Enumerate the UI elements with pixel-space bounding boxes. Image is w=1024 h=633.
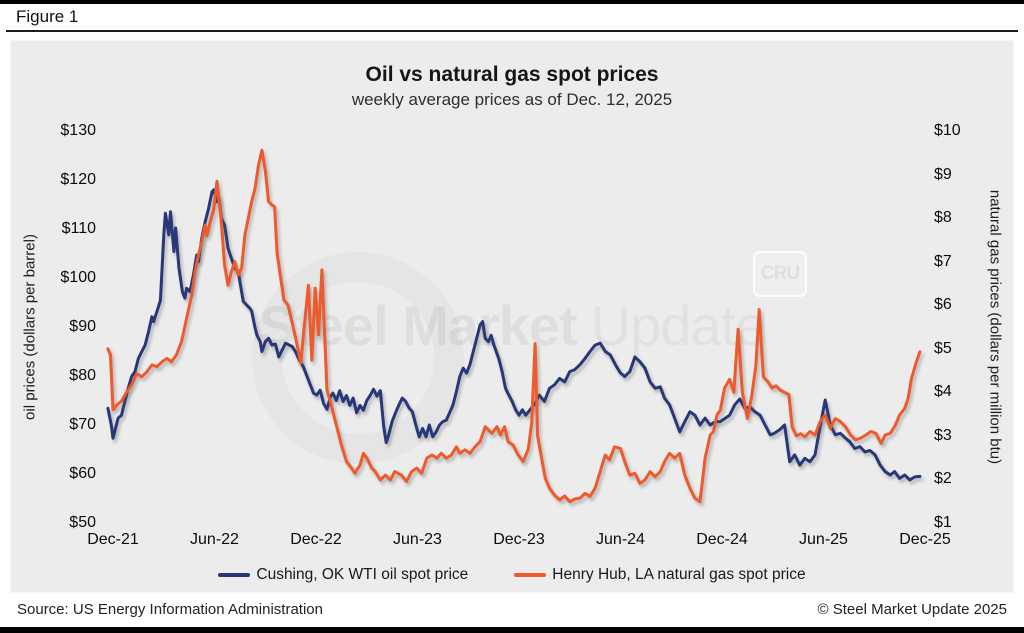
right-axis-tick-label-9: $1 xyxy=(934,514,952,531)
gas-price-line xyxy=(106,148,922,504)
x-axis-tick-label-5: Jun-24 xyxy=(596,531,645,548)
x-axis-tick-label-0: Dec-21 xyxy=(87,531,139,548)
left-axis-tick-label-6: $70 xyxy=(69,416,96,433)
chart-title: Oil vs natural gas spot prices xyxy=(365,63,659,86)
left-axis-tick-label-5: $80 xyxy=(69,367,96,384)
left-axis-tick-label-0: $130 xyxy=(60,122,96,139)
bottom-border-bar xyxy=(0,627,1024,633)
right-axis-tick-label-7: $3 xyxy=(934,426,952,444)
chart-panel xyxy=(10,40,1014,593)
legend-item-oil: Cushing, OK WTI oil spot price xyxy=(218,566,468,584)
right-axis-tick-label-2: $8 xyxy=(934,209,952,227)
top-border-bar xyxy=(0,0,1024,4)
right-axis-tick-label-6: $4 xyxy=(934,383,952,401)
legend-label-oil: Cushing, OK WTI oil spot price xyxy=(256,566,469,583)
right-axis-tick-label-4: $6 xyxy=(934,296,952,314)
left-axis-tick-label-7: $60 xyxy=(69,465,96,482)
right-axis-tick-label-0: $10 xyxy=(934,122,961,139)
left-axis-tick-label-1: $120 xyxy=(60,171,96,188)
right-axis-tick-label-5: $5 xyxy=(934,339,952,357)
legend-item-gas: Henry Hub, LA natural gas spot price xyxy=(514,566,806,584)
left-axis-tick-label-3: $100 xyxy=(60,269,96,286)
legend-swatch-oil xyxy=(218,573,251,577)
x-axis-tick-label-6: Dec-24 xyxy=(696,531,748,548)
x-axis-tick-label-1: Jun-22 xyxy=(190,531,239,548)
right-axis-tick-label-1: $9 xyxy=(934,165,952,183)
left-axis-tick-label-2: $110 xyxy=(61,220,96,237)
x-axis-tick-label-3: Jun-23 xyxy=(393,531,442,548)
source-attribution: Source: US Energy Information Administra… xyxy=(17,601,323,618)
left-axis-tick-label-8: $50 xyxy=(69,514,96,531)
copyright-notice: © Steel Market Update 2025 xyxy=(817,601,1008,618)
x-axis-tick-label-8: Dec-25 xyxy=(899,531,951,548)
left-axis-tick-label-4: $90 xyxy=(69,318,96,335)
figure-label: Figure 1 xyxy=(16,7,79,26)
legend-label-gas: Henry Hub, LA natural gas spot price xyxy=(552,566,806,583)
cru-logo-badge: CRU xyxy=(753,251,807,297)
x-axis-tick-label-4: Dec-23 xyxy=(493,531,545,548)
chart-legend: Cushing, OK WTI oil spot price Henry Hub… xyxy=(0,566,1024,584)
x-axis-tick-label-7: Jun-25 xyxy=(799,531,848,548)
x-axis-tick-label-2: Dec-22 xyxy=(290,531,342,548)
right-axis-tick-label-8: $2 xyxy=(934,470,952,488)
figure-rule xyxy=(6,30,1018,32)
chart-subtitle: weekly average prices as of Dec. 12, 202… xyxy=(351,90,673,109)
right-axis-tick-label-3: $7 xyxy=(934,252,952,270)
legend-swatch-gas xyxy=(514,573,547,577)
